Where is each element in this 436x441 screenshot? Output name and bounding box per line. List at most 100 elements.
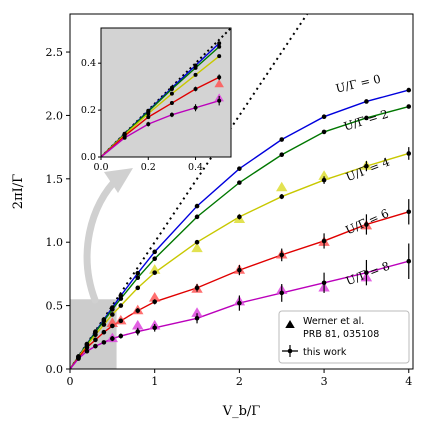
inset-data-point-2-3	[169, 91, 174, 96]
data-point-2-12	[321, 177, 327, 183]
data-point-2-6	[118, 303, 124, 308]
inset-data-point-2-2	[146, 111, 151, 116]
data-point-4-7	[135, 329, 141, 334]
inset-data-point-0-5	[217, 41, 222, 46]
data-point-2-3	[93, 332, 98, 338]
y-tick-label-2: 1.0	[46, 236, 64, 249]
data-point-1-12	[321, 129, 327, 135]
y-tick-label-1: 0.5	[46, 300, 64, 313]
legend-marker-0	[285, 320, 295, 328]
inset-data-point-3-4	[193, 86, 198, 91]
data-point-3-10	[237, 267, 242, 273]
inset-data-point-1-3	[169, 86, 174, 91]
data-point-3-4	[101, 329, 107, 335]
inset-data-point-1-4	[193, 65, 198, 70]
legend-marker-1-dot	[287, 348, 293, 354]
data-point-2-14	[406, 151, 412, 156]
data-point-4-3	[93, 343, 98, 349]
data-point-1-11	[279, 152, 285, 158]
data-point-2-5	[110, 312, 115, 317]
inset-y-tick-label-2: 0.4	[81, 58, 96, 69]
inset-y-tick-label-0: 0.0	[81, 152, 96, 163]
data-point-2-11	[279, 194, 285, 199]
inset-series-line-4	[101, 100, 220, 157]
x-tick-label-0: 0	[67, 375, 74, 388]
inset-x-tick-label-1: 0.2	[141, 162, 156, 173]
data-point-1-4	[101, 318, 107, 324]
legend-label-0-line1: Werner et al.	[303, 316, 364, 327]
data-point-2-9	[194, 239, 200, 245]
reference-line-dotted	[70, 14, 308, 369]
data-point-3-6	[118, 318, 124, 324]
inset-y-tick-label-1: 0.2	[81, 105, 96, 116]
data-point-0-7	[135, 270, 141, 276]
data-point-1-7	[135, 275, 141, 281]
legend-box	[278, 310, 410, 364]
legend-label-1: this work	[303, 347, 347, 358]
data-point-4-14	[406, 258, 412, 264]
x-tick-label-4: 4	[405, 375, 412, 388]
inset-data-point-1-5	[217, 44, 222, 49]
inset-series-line-2	[101, 55, 220, 157]
reference-triangle-1-3	[148, 292, 161, 302]
reference-triangle-0-3	[276, 181, 288, 192]
x-tick-label-2: 2	[236, 375, 243, 388]
x-axis-label: V_b/Γ	[222, 404, 261, 419]
inset-data-point-2-4	[193, 72, 198, 77]
series-label-2: U/Γ = 4	[344, 155, 392, 184]
inset-reference-triangle-0-0	[214, 79, 224, 88]
data-point-3-5	[110, 323, 115, 329]
x-tick-label-1: 1	[151, 375, 158, 388]
inset-data-point-3-5	[217, 75, 222, 80]
data-point-3-11	[279, 252, 285, 258]
inset-data-point-3-3	[169, 101, 174, 106]
legend-label-0-line2: PRB 81, 035108	[303, 329, 379, 340]
data-point-4-5	[110, 336, 115, 341]
series-label-0: U/Γ = 0	[334, 72, 382, 96]
plot-frame	[69, 13, 414, 370]
data-point-4-12	[321, 280, 327, 286]
x-tick-label-3: 3	[321, 375, 328, 388]
data-point-3-7	[135, 308, 141, 313]
data-point-0-13	[364, 99, 369, 104]
data-point-1-9	[194, 214, 200, 220]
data-point-4-9	[194, 315, 200, 321]
data-point-3-14	[406, 209, 412, 215]
y-tick-label-4: 2.0	[46, 109, 64, 122]
zoom-arrow-head	[104, 168, 133, 193]
inset-data-point-3-2	[146, 115, 151, 120]
reference-triangle-0-1	[191, 242, 203, 253]
inset-data-point-4-3	[169, 112, 174, 117]
reference-triangle-1-0	[106, 317, 119, 327]
data-point-4-13	[364, 270, 369, 275]
inset-data-point-4-2	[146, 122, 151, 127]
y-tick-label-3: 1.5	[46, 173, 64, 186]
y-tick-label-5: 2.5	[46, 46, 64, 59]
data-point-4-8	[152, 325, 157, 331]
data-point-4-2	[84, 348, 90, 354]
inset-data-point-4-1	[122, 135, 127, 140]
data-point-0-10	[237, 166, 242, 171]
data-point-3-9	[194, 285, 200, 291]
series-label-3: U/Γ = 6	[343, 206, 391, 237]
reference-triangle-2-1	[132, 319, 144, 330]
inset-data-point-2-5	[217, 54, 222, 59]
data-point-2-8	[152, 270, 157, 275]
data-point-4-4	[101, 340, 107, 345]
data-point-1-5	[110, 307, 115, 312]
series-label-1: U/Γ = 2	[342, 107, 390, 134]
data-point-1-13	[364, 115, 369, 121]
data-point-3-2	[84, 345, 90, 350]
inset-frame	[100, 27, 232, 158]
inset-x-tick-label-0: 0.0	[93, 162, 108, 173]
data-point-0-14	[406, 87, 412, 93]
data-point-4-10	[237, 300, 242, 306]
inset-x-tick-label-2: 0.4	[188, 162, 203, 173]
data-point-1-8	[152, 256, 157, 261]
data-point-3-3	[93, 337, 98, 343]
data-point-1-14	[406, 104, 412, 109]
y-tick-label-0: 0.0	[46, 363, 64, 376]
data-point-4-6	[118, 333, 124, 339]
data-point-1-10	[237, 180, 242, 185]
